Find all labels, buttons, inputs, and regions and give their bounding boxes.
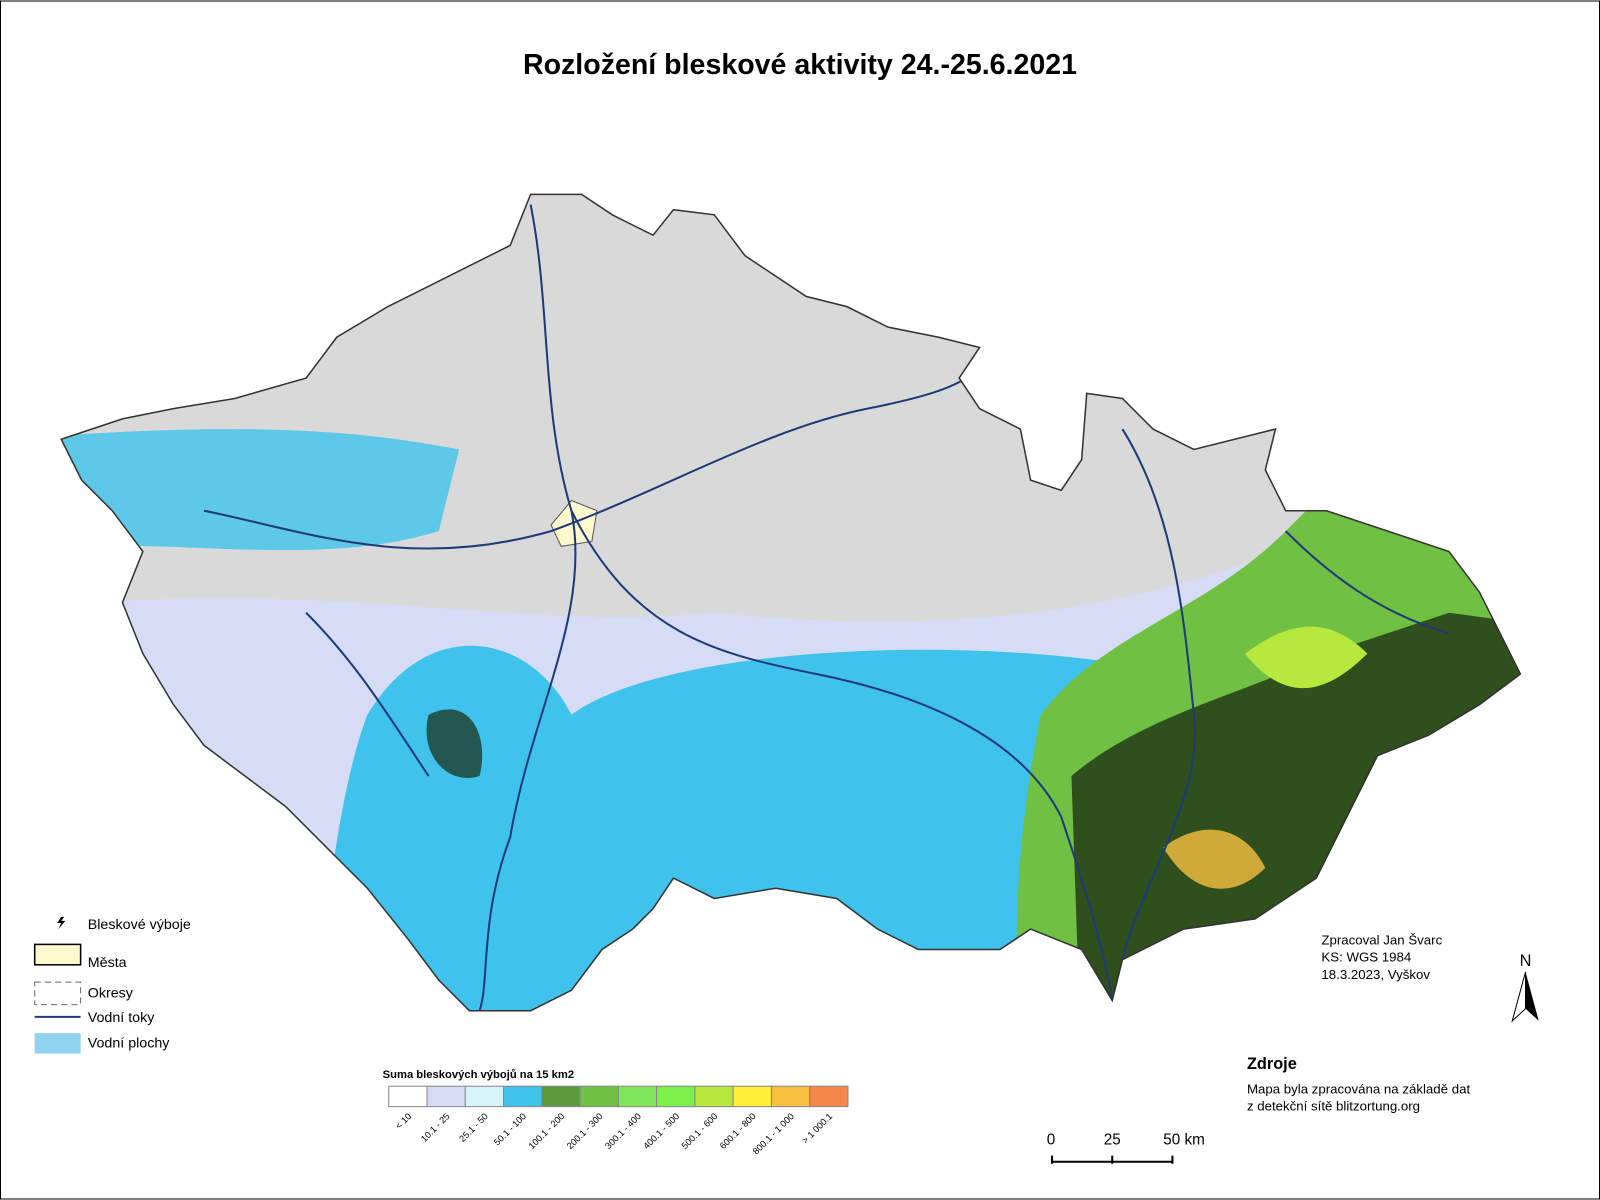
legend-label: Okresy <box>88 985 134 1001</box>
legend: Bleskové výboje Města Okresy Vodní toky … <box>33 916 191 1054</box>
color-swatch <box>464 1085 505 1108</box>
color-swatch <box>426 1085 466 1108</box>
color-swatch <box>694 1085 734 1108</box>
map-title: Rozložení bleskové aktivity 24.-25.6.202… <box>523 49 1077 81</box>
legend-label: Bleskové výboje <box>88 917 191 933</box>
color-swatch <box>617 1085 658 1108</box>
legend-label: Vodní toky <box>88 1010 155 1026</box>
scale-label: 0 <box>1047 1131 1056 1148</box>
color-swatch <box>732 1085 772 1108</box>
color-swatch <box>579 1085 619 1108</box>
color-swatch <box>388 1085 428 1108</box>
scale-bar: 0 25 50 km <box>1047 1131 1205 1164</box>
credit-line: KS: WGS 1984 <box>1321 950 1411 965</box>
color-swatch <box>770 1085 811 1108</box>
sources-heading: Zdroje <box>1247 1055 1297 1073</box>
north-label: N <box>1520 952 1532 970</box>
credit-line: Zpracoval Jan Švarc <box>1321 932 1442 947</box>
color-swatch <box>656 1085 696 1108</box>
color-swatch <box>809 1085 849 1108</box>
legend-label: Vodní plochy <box>88 1035 171 1051</box>
color-scale-title: Suma bleskových výbojů na 15 km2 <box>383 1069 574 1081</box>
scale-label: 50 km <box>1163 1131 1205 1148</box>
color-swatch <box>541 1085 581 1108</box>
sources-line: z detekční sítě blitzortung.org <box>1247 1099 1420 1114</box>
legend-label: Města <box>88 955 127 971</box>
credit-line: 18.3.2023, Vyškov <box>1321 967 1430 982</box>
scale-label: 25 <box>1104 1131 1121 1148</box>
color-swatch <box>503 1085 543 1108</box>
sources-line: Mapa byla zpracována na základě dat <box>1247 1081 1471 1096</box>
